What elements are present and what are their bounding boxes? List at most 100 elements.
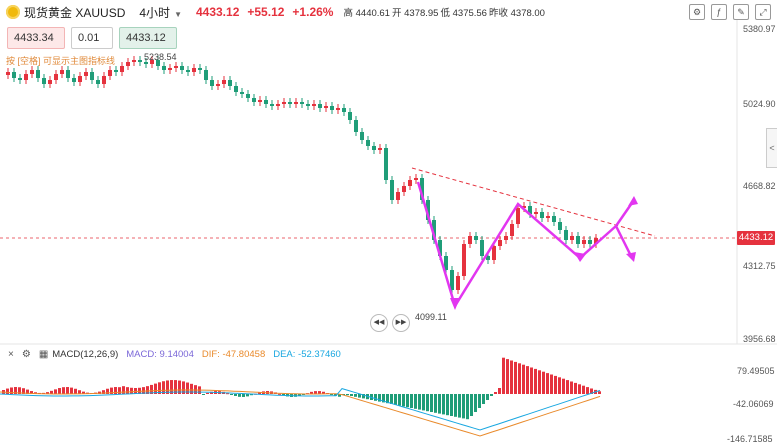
sell-button[interactable]: 4433.34 xyxy=(7,27,65,49)
candle xyxy=(120,66,124,72)
candle xyxy=(72,78,76,82)
low-value: 低 4375.56 xyxy=(440,8,487,19)
indicator-menu-icon[interactable]: ▦ xyxy=(38,348,49,360)
macd-bar xyxy=(174,380,177,394)
macd-bar xyxy=(202,394,205,395)
macd-bar xyxy=(242,394,245,397)
macd-axis-label: -146.71585 xyxy=(727,434,773,444)
lot-input[interactable]: 0.01 xyxy=(71,27,113,49)
next-icon[interactable]: ▶▶ xyxy=(392,314,410,332)
arrow-down-icon xyxy=(626,252,636,262)
macd-bar xyxy=(522,364,525,394)
high-mark-label: 5238.54 xyxy=(144,52,177,62)
candle xyxy=(18,78,22,80)
macd-bar xyxy=(482,394,485,404)
macd-bar xyxy=(438,394,441,414)
dea-value: DEA: -52.37460 xyxy=(273,348,341,360)
macd-bar xyxy=(150,384,153,394)
candle xyxy=(84,72,88,76)
macd-bar xyxy=(238,394,241,397)
candle xyxy=(270,104,274,106)
macd-value: MACD: 9.14004 xyxy=(126,348,194,360)
candle xyxy=(534,212,538,214)
chevron-left-icon[interactable]: < xyxy=(766,128,777,168)
close-icon[interactable]: × xyxy=(8,348,14,360)
candle xyxy=(348,112,352,120)
macd-bar xyxy=(506,359,509,394)
macd-bar xyxy=(590,388,593,394)
settings-icon[interactable]: ⚙ xyxy=(21,348,31,360)
macd-bar xyxy=(394,394,397,405)
macd-bar xyxy=(126,387,129,394)
indicator-icon[interactable]: ƒ xyxy=(711,4,727,20)
current-price: 4433.12 xyxy=(195,5,240,19)
arrow-head-icon xyxy=(450,298,460,310)
fullscreen-icon[interactable]: ⤢ xyxy=(755,4,771,20)
macd-bar xyxy=(342,394,345,395)
macd-bar xyxy=(346,394,349,396)
macd-bar xyxy=(318,391,321,394)
macd-bar xyxy=(474,394,477,412)
candle xyxy=(432,220,436,240)
candle xyxy=(480,240,484,256)
macd-bar xyxy=(442,394,445,415)
macd-bar xyxy=(46,392,49,394)
gold-coin-icon xyxy=(6,5,20,19)
macd-bar xyxy=(62,387,65,394)
candle xyxy=(240,92,244,94)
macd-bar xyxy=(538,370,541,394)
macd-bar xyxy=(110,387,113,394)
dif-value: DIF: -47.80458 xyxy=(201,348,266,360)
macd-bar xyxy=(534,368,537,394)
previous-icon[interactable]: ◀◀ xyxy=(370,314,388,332)
macd-bar xyxy=(162,381,165,394)
chart-settings-icon[interactable]: ⚙ xyxy=(689,4,705,20)
candle xyxy=(228,80,232,86)
open-value: 开 4378.95 xyxy=(391,8,439,19)
macd-bar xyxy=(478,394,481,408)
candle xyxy=(468,236,472,244)
candle xyxy=(438,240,442,256)
macd-bar xyxy=(298,394,301,396)
price-axis-label: 5024.90 xyxy=(743,99,776,109)
pattern-line xyxy=(416,181,617,310)
draw-tool-icon[interactable]: ✎ xyxy=(733,4,749,20)
candle xyxy=(312,104,316,106)
macd-header: × ⚙ ▦ MACD(12,26,9) MACD: 9.14004 DIF: -… xyxy=(0,346,777,362)
symbol-name[interactable]: 现货黄金 XAUUSD xyxy=(24,5,126,20)
macd-bar xyxy=(414,394,417,409)
macd-bar xyxy=(10,387,13,394)
timeframe-selector[interactable]: 4小时 ▼ xyxy=(139,5,182,20)
candle xyxy=(504,236,508,240)
candle xyxy=(54,74,58,80)
price-change-pct: +1.26% xyxy=(292,5,334,19)
buy-button[interactable]: 4433.12 xyxy=(119,27,177,49)
candle xyxy=(300,102,304,104)
candle xyxy=(306,104,310,106)
candle xyxy=(168,68,172,70)
macd-bar xyxy=(494,392,497,394)
macd-bar xyxy=(434,394,437,413)
candle xyxy=(570,236,574,240)
macd-bar xyxy=(466,394,469,420)
price-axis-label: 4668.82 xyxy=(743,181,776,191)
macd-bar xyxy=(430,394,433,412)
candle xyxy=(576,236,580,244)
candle xyxy=(492,246,496,260)
dif-line xyxy=(0,389,601,437)
trade-panel: 4433.34 0.01 4433.12 xyxy=(7,27,177,49)
candle xyxy=(522,206,526,208)
macd-bar xyxy=(190,383,193,394)
candle xyxy=(180,66,184,70)
candle xyxy=(198,68,202,70)
macd-bar xyxy=(230,394,233,395)
macd-bar xyxy=(118,387,121,394)
macd-bar xyxy=(334,394,337,396)
macd-name: MACD(12,26,9) xyxy=(52,348,119,360)
candle xyxy=(132,60,136,62)
macd-bar xyxy=(106,388,109,394)
macd-bar xyxy=(22,388,25,394)
macd-bar xyxy=(206,392,209,394)
candle xyxy=(456,276,460,290)
